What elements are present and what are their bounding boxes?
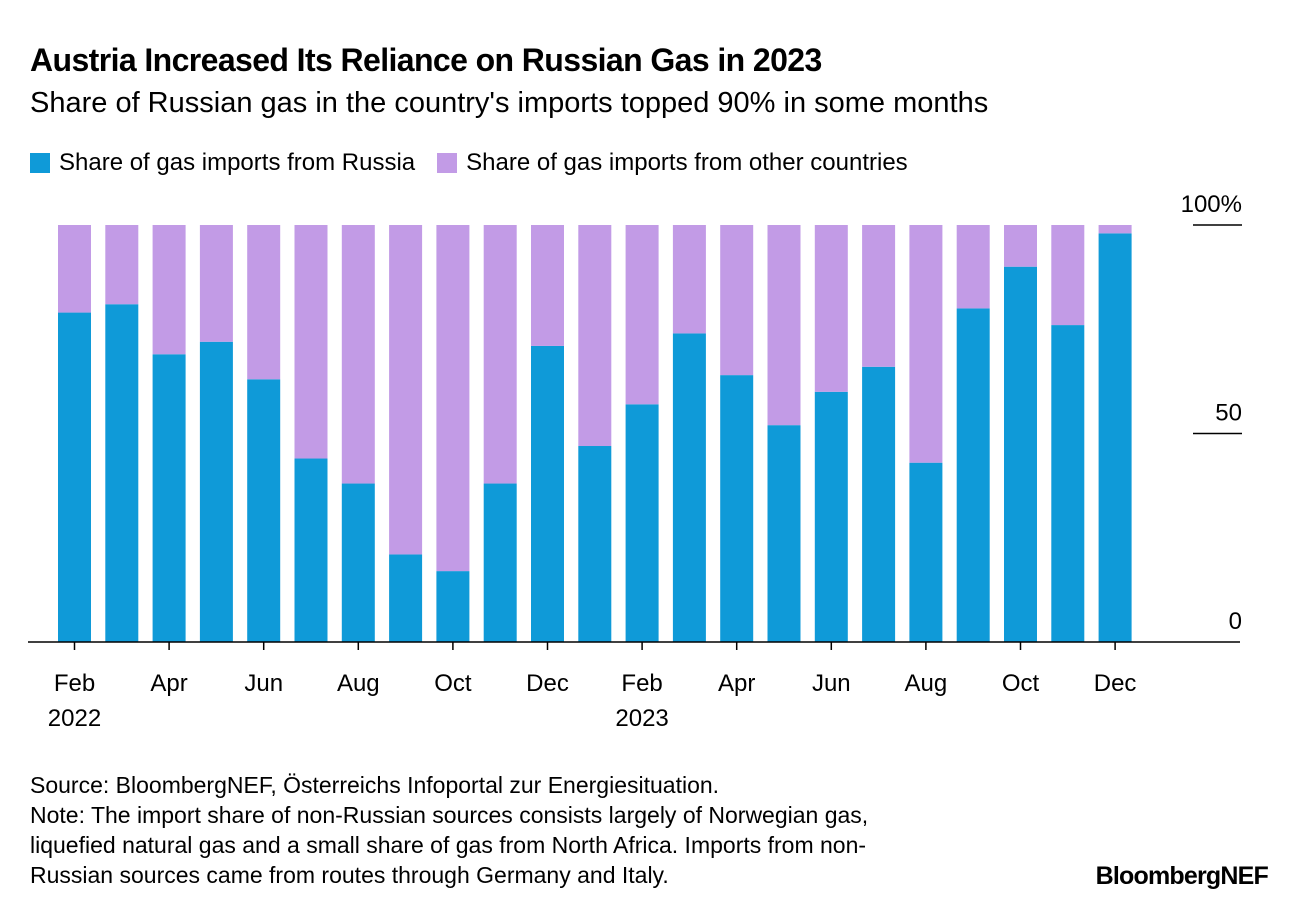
bar-russia (531, 345, 564, 642)
legend-item-russia: Share of gas imports from Russia (30, 149, 415, 177)
note-line-1: Note: The import share of non-Russian so… (30, 802, 869, 828)
bar-russia (1004, 266, 1037, 642)
bar-russia (247, 379, 281, 642)
y-tick-label: 100% (1181, 191, 1242, 218)
bar-other (105, 225, 139, 305)
bar-russia (578, 446, 612, 642)
x-tick-year-label: 2023 (615, 705, 668, 732)
bar-other (531, 225, 564, 346)
y-tick-label: 50 (1215, 400, 1242, 427)
bar-other (625, 225, 659, 405)
note-line-2: liquefied natural gas and a small share … (30, 832, 867, 858)
stacked-bar-chart: 100% 50 0 Feb 2022 Apr Jun Aug Oct Dec Feb 2023 Apr J… (28, 191, 1242, 732)
x-tick-label: Jun (244, 670, 283, 697)
chart-subtitle: Share of Russian gas in the country's im… (30, 87, 989, 119)
bar-other (199, 225, 233, 342)
bar-other (389, 225, 423, 555)
x-tick-label: Apr (718, 670, 755, 697)
chart-title: Austria Increased Its Reliance on Russia… (30, 42, 822, 78)
x-tick-label: Aug (337, 670, 380, 697)
legend-swatch-other (437, 153, 458, 173)
bar-russia (862, 366, 896, 642)
bar-other (862, 225, 896, 367)
bar-other (814, 225, 848, 392)
bar-russia (294, 458, 328, 642)
bar-other (1004, 225, 1037, 267)
bar-other (720, 225, 754, 376)
x-tick-label: Aug (905, 670, 948, 697)
legend-item-other: Share of gas imports from other countrie… (437, 149, 908, 177)
bar-russia (389, 554, 423, 642)
legend-swatch-russia (30, 153, 50, 173)
bar-russia (483, 483, 517, 642)
bar-other (483, 225, 517, 484)
bar-other (294, 225, 328, 459)
chart-footer: Source: BloombergNEF, Österreichs Infopo… (30, 770, 1050, 890)
bar-other (436, 225, 470, 572)
bar-russia (672, 333, 706, 642)
brand-logo-text: BloombergNEF (1095, 862, 1269, 890)
bar-other (909, 225, 943, 463)
bar-other (578, 225, 612, 447)
y-tick-label: 0 (1229, 608, 1242, 635)
bar-russia (341, 483, 375, 642)
bar-other (672, 225, 706, 334)
source-note: Source: BloombergNEF, Österreichs Infopo… (30, 772, 720, 798)
bar-other (58, 225, 91, 313)
x-tick-label: Oct (1002, 670, 1040, 697)
bar-russia (58, 312, 91, 642)
bar-russia (909, 462, 943, 642)
bar-russia (767, 425, 801, 642)
x-tick-label: Dec (526, 670, 569, 697)
x-tick-label: Feb (54, 670, 95, 697)
chart-legend: Share of gas imports from Russia Share o… (30, 149, 930, 177)
bar-other (247, 225, 281, 380)
bar-other (1051, 225, 1085, 326)
bar-russia (1051, 325, 1085, 642)
note-line-3: Russian sources came from routes through… (30, 862, 669, 888)
x-tick-label: Jun (812, 670, 851, 697)
legend-label-other: Share of gas imports from other countrie… (466, 149, 908, 176)
legend-label-russia: Share of gas imports from Russia (59, 149, 416, 176)
bar-other (956, 225, 990, 309)
x-tick-label: Apr (150, 670, 187, 697)
bar-russia (956, 308, 990, 642)
bar-russia (199, 341, 233, 642)
bar-other (152, 225, 186, 355)
x-tick-label: Feb (621, 670, 662, 697)
bar-russia (814, 391, 848, 642)
x-tick-label: Dec (1094, 670, 1137, 697)
bar-russia (625, 404, 659, 642)
bar-russia (1098, 233, 1132, 642)
x-tick-label: Oct (434, 670, 472, 697)
bar-russia (105, 304, 139, 642)
bar-russia (720, 375, 754, 642)
bar-other (767, 225, 801, 426)
x-tick-year-label: 2022 (48, 705, 101, 732)
bar-russia (152, 354, 186, 642)
bar-other (1098, 225, 1132, 234)
bar-other (341, 225, 375, 484)
bar-russia (436, 571, 470, 642)
